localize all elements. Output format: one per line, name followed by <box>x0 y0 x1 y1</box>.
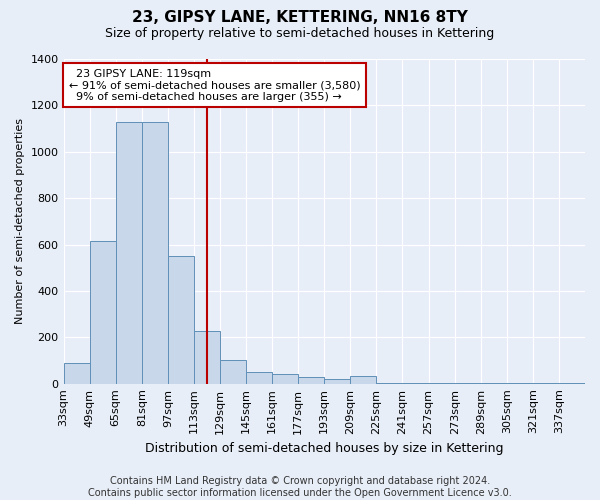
Text: 23 GIPSY LANE: 119sqm  
← 91% of semi-detached houses are smaller (3,580)
  9% o: 23 GIPSY LANE: 119sqm ← 91% of semi-deta… <box>69 68 361 102</box>
Bar <box>220 360 246 384</box>
Bar <box>168 256 194 384</box>
Bar <box>376 382 403 384</box>
Text: 23, GIPSY LANE, KETTERING, NN16 8TY: 23, GIPSY LANE, KETTERING, NN16 8TY <box>132 10 468 25</box>
Bar <box>64 363 89 384</box>
X-axis label: Distribution of semi-detached houses by size in Kettering: Distribution of semi-detached houses by … <box>145 442 503 455</box>
Bar <box>246 372 272 384</box>
Bar <box>350 376 376 384</box>
Bar <box>194 332 220 384</box>
Bar <box>89 241 116 384</box>
Text: Size of property relative to semi-detached houses in Kettering: Size of property relative to semi-detach… <box>106 28 494 40</box>
Text: Contains HM Land Registry data © Crown copyright and database right 2024.
Contai: Contains HM Land Registry data © Crown c… <box>88 476 512 498</box>
Bar <box>116 122 142 384</box>
Y-axis label: Number of semi-detached properties: Number of semi-detached properties <box>15 118 25 324</box>
Bar <box>142 122 168 384</box>
Bar <box>298 376 324 384</box>
Bar <box>324 379 350 384</box>
Bar <box>272 374 298 384</box>
